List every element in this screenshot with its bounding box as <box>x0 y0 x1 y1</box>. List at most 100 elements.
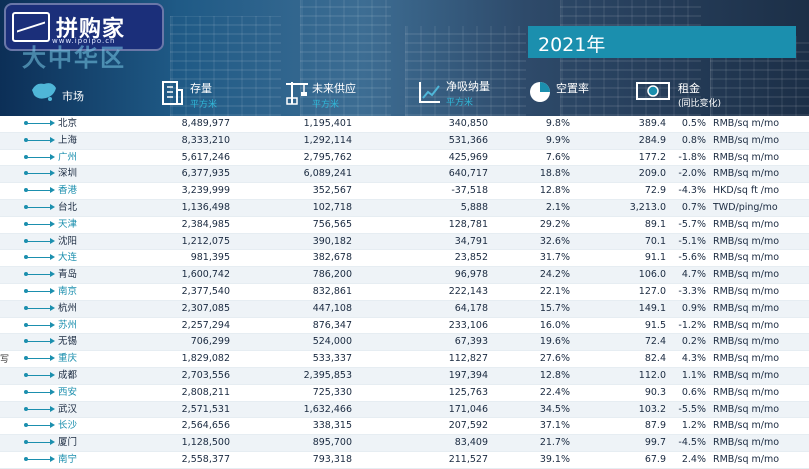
vacancy-value: 37.1% <box>539 420 570 432</box>
table-row: 厦门 1,128,500 895,700 83,409 21.7% 99.7 -4.5% RM… <box>0 435 809 452</box>
rent-value: 72.9 <box>644 185 666 197</box>
rent-value: 127.0 <box>638 285 666 297</box>
absorption-value: 171,046 <box>448 403 488 415</box>
supply-value: 2,395,853 <box>303 369 352 381</box>
absorption-value: 5,888 <box>460 201 488 213</box>
rent-change-value: -5.5% <box>678 403 706 415</box>
table-row: 南宁 2,558,377 793,318 211,527 39.1% 67.9 2.4% RM… <box>0 452 809 469</box>
rent-unit: RMB/sq m/mo <box>713 285 780 297</box>
rent-unit: RMB/sq m/mo <box>713 437 780 449</box>
supply-value: 876,347 <box>312 319 352 331</box>
rent-change-value: 0.8% <box>681 134 706 146</box>
rent-change-value: -1.2% <box>678 319 706 331</box>
rent-value: 389.4 <box>638 118 666 129</box>
rent-value: 90.3 <box>644 386 666 398</box>
row-arrow-icon <box>24 271 55 278</box>
col-market: 市场 <box>62 90 84 103</box>
vacancy-value: 7.6% <box>545 151 570 163</box>
supply-value: 352,567 <box>312 185 352 197</box>
logo-chart-icon <box>12 12 50 42</box>
vacancy-value: 21.7% <box>539 437 570 449</box>
stock-value: 8,333,210 <box>181 134 230 146</box>
rent-change-value: -5.6% <box>678 252 706 264</box>
city-name: 南京 <box>58 285 78 297</box>
rent-value: 67.9 <box>644 453 666 465</box>
rent-unit: RMB/sq m/mo <box>713 118 780 129</box>
stock-value: 1,829,082 <box>181 353 230 365</box>
rent-value: 103.2 <box>638 403 666 415</box>
absorption-value: 207,592 <box>448 420 488 432</box>
table-row: 北京 8,489,977 1,195,401 340,850 9.8% 389.4 0.5%… <box>0 116 809 133</box>
row-arrow-icon <box>24 120 55 126</box>
header-banner: 拼购家 www.ipoipo.cn 大中华区 2021年 市场 存量 平方米 未来… <box>0 0 809 116</box>
row-arrow-icon <box>24 153 55 160</box>
supply-value: 786,200 <box>312 269 352 281</box>
rent-change-value: 0.9% <box>681 302 706 314</box>
absorption-value: 125,763 <box>448 386 488 398</box>
absorption-value: 531,366 <box>448 134 488 146</box>
brand-logo: 拼购家 www.ipoipo.cn <box>4 3 164 51</box>
rent-value: 70.1 <box>644 235 666 247</box>
col-stock: 存量 平方米 <box>190 82 218 110</box>
row-arrow-icon <box>24 321 55 328</box>
table-row: 西安 2,808,211 725,330 125,763 22.4% 90.3 0.6% RM… <box>0 385 809 402</box>
stock-value: 1,600,742 <box>181 269 230 281</box>
stock-value: 2,564,656 <box>181 420 230 432</box>
rent-value: 3,213.0 <box>629 201 666 213</box>
vacancy-value: 12.8% <box>539 369 570 381</box>
table-row: 长沙 2,564,656 338,315 207,592 37.1% 87.9 1.2% RM… <box>0 418 809 436</box>
supply-value: 1,632,466 <box>303 403 352 415</box>
rent-unit: RMB/sq m/mo <box>713 269 780 281</box>
data-table: 北京 8,489,977 1,195,401 340,850 9.8% 389.4 0.5%… <box>0 116 809 469</box>
supply-value: 756,565 <box>312 218 352 230</box>
vacancy-value: 32.6% <box>539 235 570 247</box>
row-arrow-icon <box>24 422 55 429</box>
building-icon <box>162 81 183 105</box>
stock-value: 1,128,500 <box>181 437 230 449</box>
rent-unit: RMB/sq m/mo <box>713 453 780 465</box>
rent-value: 177.2 <box>638 151 666 163</box>
absorption-value: 112,827 <box>448 353 488 365</box>
stock-value: 2,377,540 <box>181 285 230 297</box>
absorption-value: 34,791 <box>454 235 488 247</box>
supply-value: 382,678 <box>312 252 352 264</box>
rent-change-value: -1.8% <box>678 151 706 163</box>
rent-change-value: -5.1% <box>678 235 706 247</box>
table-row: 沈阳 1,212,075 390,182 34,791 32.6% 70.1 -5.1% RM… <box>0 233 809 251</box>
rent-unit: RMB/sq m/mo <box>713 336 780 348</box>
supply-value: 524,000 <box>312 336 352 348</box>
col-absorption: 净吸纳量 平方米 <box>446 80 490 108</box>
city-name: 厦门 <box>58 437 78 449</box>
col-rent: 租金 (同比变化) <box>678 82 722 109</box>
row-arrow-icon <box>24 371 55 378</box>
stock-value: 2,571,531 <box>181 403 230 415</box>
rent-value: 284.9 <box>638 134 666 146</box>
absorption-value: 211,527 <box>448 453 488 465</box>
supply-value: 102,718 <box>312 201 352 213</box>
rent-change-value: 2.4% <box>681 453 706 465</box>
vacancy-value: 15.7% <box>539 302 570 314</box>
city-name: 杭州 <box>58 302 78 314</box>
absorption-value: 222,143 <box>448 285 488 297</box>
stock-value: 1,136,498 <box>181 201 230 213</box>
vacancy-value: 27.6% <box>539 353 570 365</box>
supply-value: 338,315 <box>312 420 352 432</box>
rent-change-value: 0.7% <box>681 201 706 213</box>
rent-change-value: -5.7% <box>678 218 706 230</box>
supply-value: 2,795,762 <box>303 151 352 163</box>
table-row: 上海 8,333,210 1,292,114 531,366 9.9% 284.9 0.8%… <box>0 132 809 150</box>
stock-value: 6,377,935 <box>181 168 230 180</box>
row-arrow-icon <box>24 439 55 446</box>
vacancy-value: 29.2% <box>539 218 570 230</box>
col-vacancy: 空置率 <box>556 82 589 95</box>
table-row: 重庆 1,829,082 533,337 112,827 27.6% 82.4 4.3% RM… <box>0 351 809 368</box>
absorption-value: 340,850 <box>448 118 488 129</box>
stock-value: 2,257,294 <box>181 319 230 331</box>
vacancy-value: 16.0% <box>539 319 570 331</box>
banknote-icon <box>636 82 670 100</box>
absorption-value: 83,409 <box>454 437 488 449</box>
table-row: 杭州 2,307,085 447,108 64,178 15.7% 149.1 0.9% RM… <box>0 300 809 318</box>
rent-value: 99.7 <box>644 437 666 449</box>
rent-unit: TWD/ping/mo <box>713 201 778 213</box>
rent-change-value: -4.5% <box>678 437 706 449</box>
